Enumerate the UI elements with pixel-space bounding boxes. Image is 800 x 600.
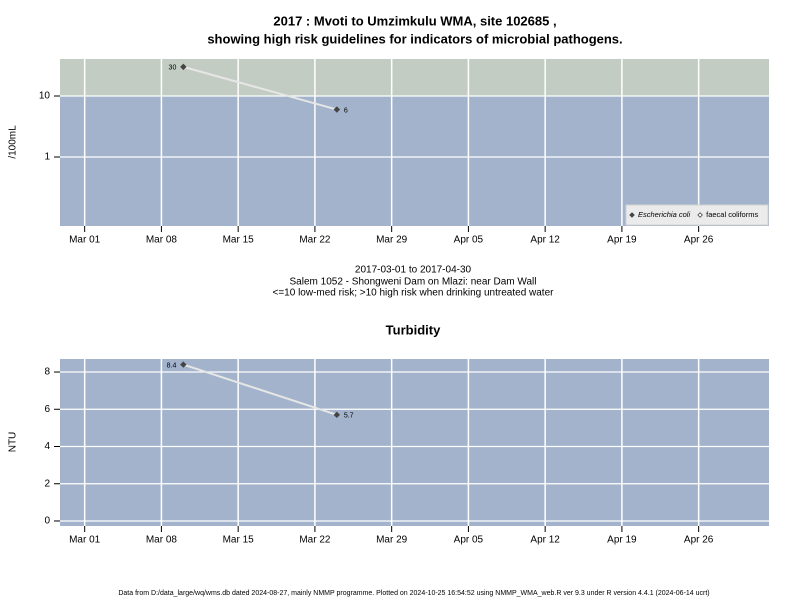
x-tick-label: Apr 26 [684, 535, 714, 546]
x-tick-label: Apr 19 [607, 535, 637, 546]
x-tick-label: Apr 26 [684, 235, 714, 246]
legend-marker [629, 212, 635, 218]
data-point [333, 106, 341, 113]
chart-title: 2017 : Mvoti to Umzimkulu WMA, site 1026… [273, 13, 556, 28]
x-tick-label: Mar 15 [223, 535, 255, 546]
plot-background [60, 359, 769, 526]
y-tick-label: 2 [44, 478, 50, 489]
x-tick-label: Mar 22 [299, 235, 331, 246]
x-tick-label: Apr 19 [607, 235, 637, 246]
y-tick-label: 1 [44, 152, 50, 163]
x-tick-label: Mar 01 [69, 235, 101, 246]
x-tick-label: Apr 12 [530, 235, 560, 246]
data-point [333, 411, 341, 419]
subtitle: <=10 low-med risk; >10 high risk when dr… [273, 288, 555, 299]
x-tick-label: Apr 12 [530, 535, 560, 546]
y-axis-label: /100mL [8, 125, 19, 159]
data-label: 5.7 [344, 413, 354, 420]
x-tick-label: Mar 08 [146, 535, 178, 546]
y-tick-label: 8 [44, 367, 50, 378]
high-risk-band [60, 59, 769, 96]
y-tick-label: 6 [44, 404, 50, 415]
y-tick-label: 0 [44, 516, 50, 527]
legend-marker [697, 212, 703, 218]
x-tick-label: Mar 29 [376, 535, 408, 546]
data-point [180, 63, 187, 71]
footer: Data from D:/data_large/wq/wms.db dated … [118, 590, 709, 597]
x-tick-label: Apr 05 [454, 235, 484, 246]
series-line [183, 65, 338, 111]
x-tick-label: Mar 29 [376, 235, 408, 246]
x-tick-label: Mar 01 [69, 535, 101, 546]
series-line [183, 363, 338, 416]
x-tick-label: Mar 08 [146, 235, 178, 246]
legend-label: Escherichia coli [638, 210, 690, 219]
subtitle: 2017-03-01 to 2017-04-30 [355, 265, 472, 276]
data-point [180, 361, 187, 368]
legend-label: faecal coliforms [706, 210, 758, 219]
data-label: 6 [344, 107, 348, 114]
subtitle: Salem 1052 - Shongweni Dam on Mlazi: nea… [290, 277, 537, 288]
legend-box [625, 204, 769, 226]
chart-title: Turbidity [386, 322, 441, 337]
data-label: 30 [169, 65, 177, 72]
chart-title: showing high risk guidelines for indicat… [207, 31, 622, 46]
y-axis-label: NTU [8, 432, 19, 453]
data-label: 8.4 [167, 362, 177, 369]
x-tick-label: Mar 22 [299, 535, 331, 546]
x-tick-label: Apr 05 [454, 535, 484, 546]
y-tick-label: 4 [44, 441, 50, 452]
y-tick-label: 10 [39, 91, 51, 102]
x-tick-label: Mar 15 [223, 235, 255, 246]
